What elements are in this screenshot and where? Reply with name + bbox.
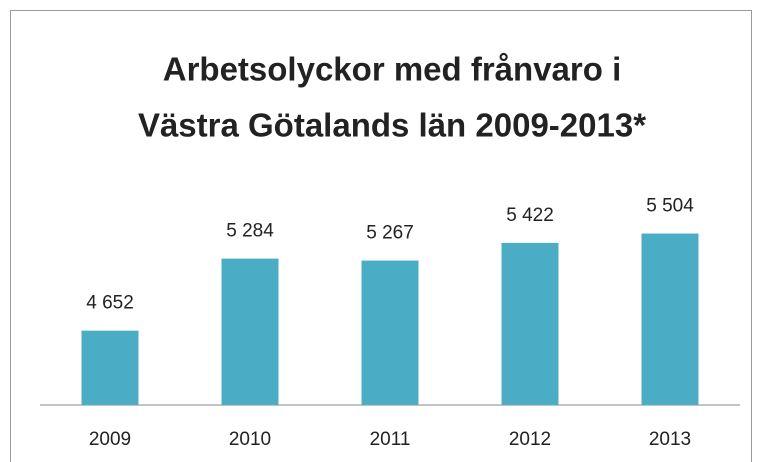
- x-tick-label: 2011: [370, 429, 411, 450]
- data-label: 5 422: [506, 205, 554, 226]
- data-label: 5 284: [226, 221, 274, 242]
- bar: [641, 233, 699, 405]
- x-tick-label: 2013: [649, 429, 691, 450]
- chart-title: Arbetsolyckor med frånvaro i: [163, 51, 622, 88]
- bar: [81, 330, 139, 405]
- bar: [221, 258, 279, 405]
- x-tick-label: 2012: [509, 429, 551, 450]
- bar: [501, 242, 559, 405]
- data-label: 5 267: [366, 223, 414, 244]
- data-label: 5 504: [646, 196, 694, 217]
- x-tick-label: 2010: [229, 429, 271, 450]
- x-tick-label: 2009: [89, 429, 131, 450]
- chart-title: Västra Götalands län 2009-2013*: [138, 107, 646, 144]
- data-label: 4 652: [86, 293, 134, 314]
- bar: [361, 260, 419, 405]
